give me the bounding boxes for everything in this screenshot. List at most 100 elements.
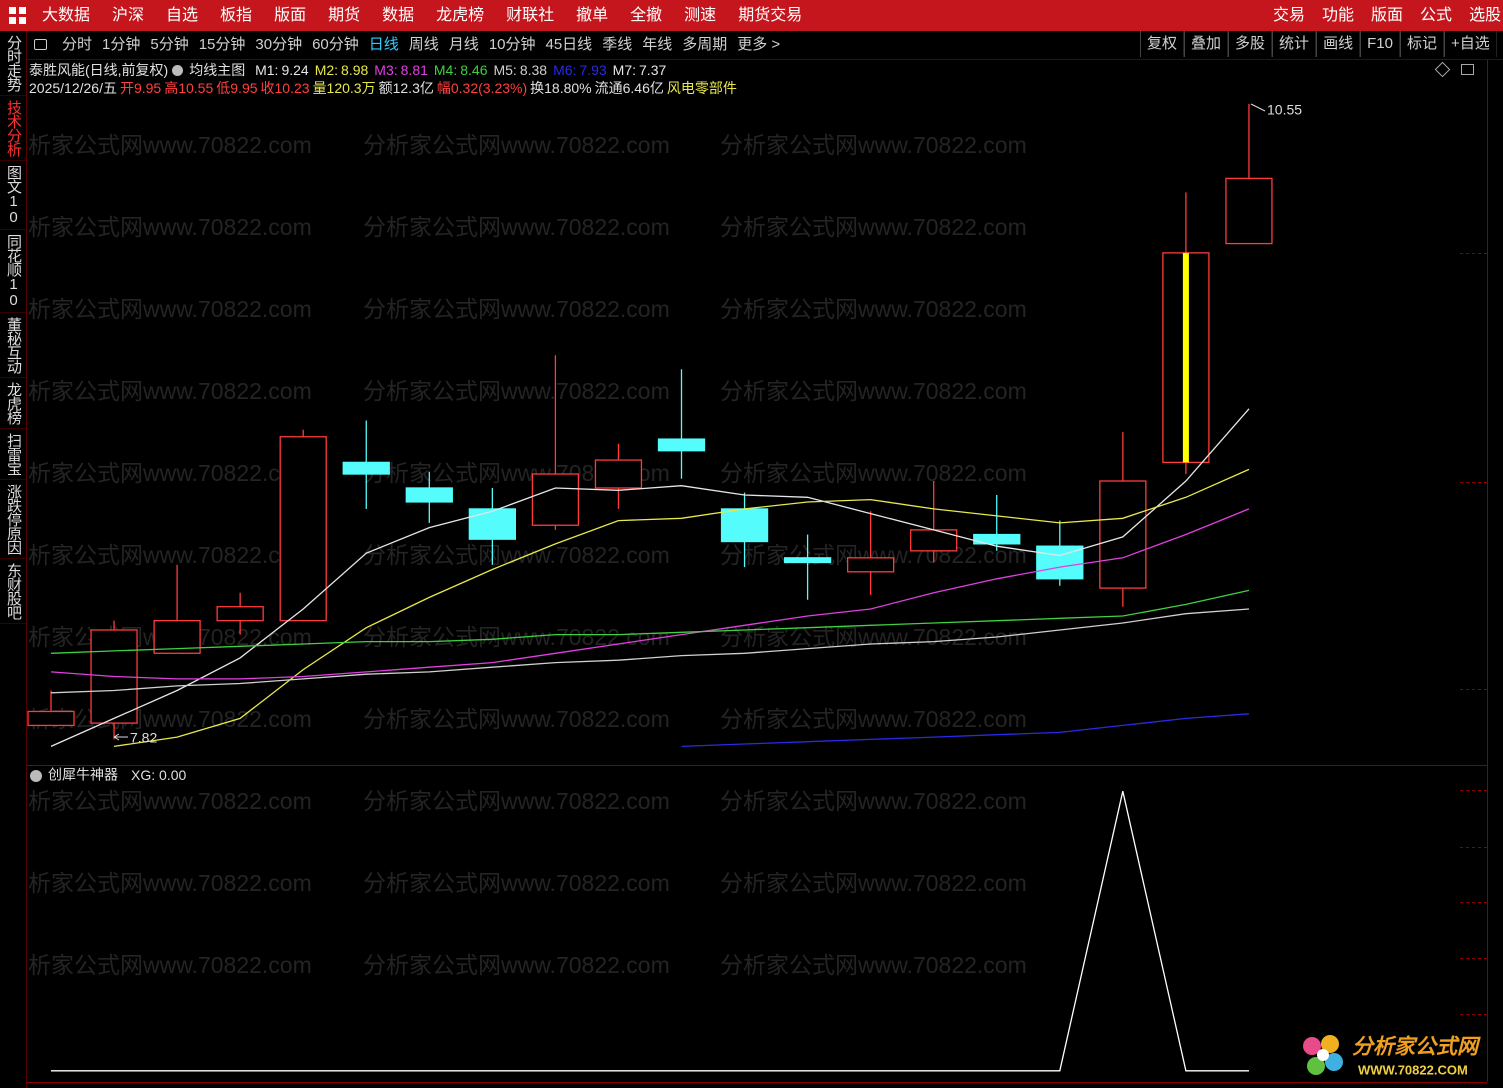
period-tab[interactable]: 多周期 <box>682 36 728 53</box>
side-tab[interactable]: 涨跌停原因 <box>0 480 26 559</box>
watermark: 分析家公式网www.70822.com <box>363 870 670 896</box>
legend-name: M5: <box>493 62 517 78</box>
watermark: 分析家公式网www.70822.com <box>363 378 670 404</box>
frame <box>27 60 1488 1083</box>
series-line <box>50 589 1250 654</box>
petal <box>1321 1035 1339 1053</box>
period-tab[interactable]: 更多 > <box>737 36 781 53</box>
menu-item[interactable]: 期货 <box>328 7 361 24</box>
menu-item[interactable]: 版面 <box>1371 7 1404 24</box>
period-tab[interactable]: 日线 <box>368 36 399 53</box>
period-tab[interactable]: 1分钟 <box>102 36 141 53</box>
menu-right: 交易 功能 版面 公式 选股 <box>1273 0 1501 31</box>
menu-item[interactable]: 撤单 <box>576 7 609 24</box>
period-tab[interactable]: 15分钟 <box>198 36 246 53</box>
toolbar-icon[interactable] <box>34 39 47 50</box>
watermark: 分析家公式网www.70822.com <box>5 870 312 896</box>
watermark: 分析家公式网www.70822.com <box>720 378 1027 404</box>
corner-icon[interactable] <box>1461 64 1474 75</box>
legend-value: 9.24 <box>281 62 309 78</box>
legend-value: 8.81 <box>400 62 428 78</box>
series-line <box>50 608 1250 694</box>
menu-item[interactable]: 测速 <box>684 7 717 24</box>
watermark: 分析家公式网www.70822.com <box>720 296 1027 322</box>
period-tab[interactable]: 5分钟 <box>150 36 189 53</box>
ma-legend: M3: 8.81 <box>374 62 428 78</box>
tool-button[interactable]: 画线 <box>1316 31 1361 57</box>
menu-item[interactable]: 公式 <box>1420 7 1453 24</box>
watermarks: 分析家公式网www.70822.com 分析家公式网www.70822.com 分析… <box>5 132 1027 978</box>
menu-item[interactable]: 龙虎榜 <box>436 7 485 24</box>
ma-legend: M4: 8.46 <box>434 62 488 78</box>
watermark: 分析家公式网www.70822.com <box>720 870 1027 896</box>
side-tab[interactable]: 董秘互动 <box>0 313 26 378</box>
menu-item[interactable]: 数据 <box>382 7 415 24</box>
period-tab[interactable]: 季线 <box>602 36 633 53</box>
watermark: 分析家公式网www.70822.com <box>5 132 312 158</box>
watermark: 分析家公式网www.70822.com <box>363 296 670 322</box>
header-icon[interactable] <box>172 65 184 76</box>
indicator-title: 创犀牛神器 <box>48 767 118 783</box>
menu-item[interactable]: 自选 <box>166 7 199 24</box>
price-guides <box>1460 253 1487 1015</box>
side-tab[interactable]: 扫雷宝 <box>0 429 26 480</box>
menu-item[interactable]: 沪深 <box>112 7 145 24</box>
watermark: 分析家公式网www.70822.com <box>363 706 670 732</box>
petal <box>1303 1037 1321 1055</box>
menu-item[interactable]: 板指 <box>220 7 253 24</box>
tool-button[interactable]: F10 <box>1360 31 1400 57</box>
watermark: 分析家公式网www.70822.com <box>5 542 312 568</box>
ma-legend: M2: 8.98 <box>315 62 369 78</box>
period-tab[interactable]: 周线 <box>408 36 439 53</box>
side-tab[interactable]: 龙虎榜 <box>0 378 26 429</box>
legend-value: 7.37 <box>639 62 667 78</box>
period-tab[interactable]: 年线 <box>642 36 673 53</box>
menu-item[interactable]: 选股 <box>1469 7 1502 24</box>
period-tab[interactable]: 30分钟 <box>255 36 303 53</box>
series-line <box>681 713 1250 748</box>
tool-button[interactable]: 标记 <box>1399 31 1444 57</box>
candle-highlight <box>1182 252 1189 463</box>
menu-item[interactable]: 功能 <box>1322 7 1355 24</box>
period-tab[interactable]: 60分钟 <box>312 36 359 53</box>
menu-item[interactable]: 全撤 <box>630 7 663 24</box>
side-tab[interactable]: 东财股吧 <box>0 559 26 624</box>
chart-header: 泰胜风能(日线,前复权) 均线主图 M1: 9.24 M2: 8.98 M3: 8.81 M4… <box>29 61 672 79</box>
menu-item[interactable]: 版面 <box>274 7 307 24</box>
side-tab[interactable]: 技术分析 <box>0 96 26 161</box>
watermark: 分析家公式网www.70822.com <box>363 542 670 568</box>
legend-value: 7.93 <box>579 62 607 78</box>
watermark: 分析家公式网www.70822.com <box>363 788 670 814</box>
period-tab[interactable]: 月线 <box>448 36 479 53</box>
legend-value: 8.46 <box>460 62 488 78</box>
watermark: 分析家公式网www.70822.com <box>720 788 1027 814</box>
watermark: 分析家公式网www.70822.com <box>720 952 1027 978</box>
watermark: 分析家公式网www.70822.com <box>5 952 312 978</box>
period-tab[interactable]: 45日线 <box>545 36 593 53</box>
watermark: 分析家公式网www.70822.com <box>720 706 1027 732</box>
watermark: 分析家公式网www.70822.com <box>5 214 312 240</box>
tool-button[interactable]: 统计 <box>1272 31 1317 57</box>
period-tab[interactable]: 10分钟 <box>488 36 536 53</box>
quote-field: 低9.95 <box>216 80 258 96</box>
candle-body <box>1099 480 1147 589</box>
side-tab[interactable]: 图文10 <box>0 161 26 230</box>
period-tabs: 分时 1分钟 5分钟 15分钟 30分钟 60分钟 日线 周线 月线 10分钟 45日线 季线 年线 多周… <box>62 31 780 59</box>
menu-item[interactable]: 期货交易 <box>738 7 803 24</box>
side-tabs: 分时走势 技术分析 图文10 同花顺10 董秘互动 龙虎榜 扫雷宝 涨跌停原因 东财股吧 <box>0 31 27 1088</box>
watermark: 分析家公式网www.70822.com <box>5 378 312 404</box>
tool-button[interactable]: +自选 <box>1443 31 1497 57</box>
side-tab[interactable]: 同花顺10 <box>0 230 26 313</box>
tool-button[interactable]: 复权 <box>1140 31 1185 57</box>
menu-item[interactable]: 财联社 <box>506 7 555 24</box>
logo-url: WWW.70822.COM <box>1358 1062 1468 1077</box>
period-tab[interactable]: 分时 <box>62 36 93 53</box>
tool-button[interactable]: 叠加 <box>1184 31 1229 57</box>
menu-item[interactable]: 交易 <box>1273 7 1306 24</box>
high-arrow <box>1250 103 1266 112</box>
menu-item[interactable]: 大数据 <box>42 7 91 24</box>
tool-button[interactable]: 多股 <box>1228 31 1273 57</box>
side-tab[interactable]: 分时走势 <box>0 31 26 96</box>
watermark: 分析家公式网www.70822.com <box>363 214 670 240</box>
app-logo[interactable] <box>9 7 26 24</box>
